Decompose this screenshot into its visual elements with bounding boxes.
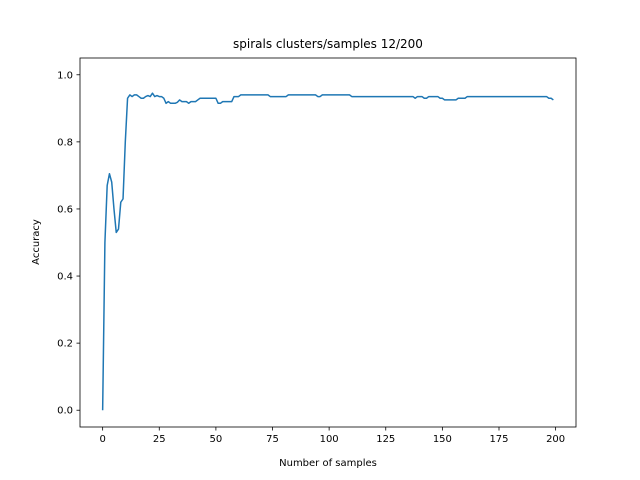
x-tick-label: 50 xyxy=(210,434,223,445)
y-axis-label: Accuracy xyxy=(31,219,42,265)
x-tick-label: 175 xyxy=(489,434,508,445)
plot-area xyxy=(101,92,554,411)
x-axis: 0 25 50 75 100 125 150 175 200 xyxy=(99,427,565,445)
y-tick-label: 0.6 xyxy=(57,204,73,215)
x-tick-label: 100 xyxy=(320,434,339,445)
y-tick-label: 0.4 xyxy=(57,272,73,283)
axes-frame xyxy=(79,57,577,428)
series-line-0 xyxy=(101,92,554,411)
x-tick-label: 25 xyxy=(153,434,166,445)
x-tick-label: 75 xyxy=(266,434,279,445)
y-tick-label: 1.0 xyxy=(57,70,73,81)
chart-title: spirals clusters/samples 12/200 xyxy=(233,37,423,51)
x-tick-label: 125 xyxy=(376,434,395,445)
x-tick-label: 200 xyxy=(546,434,565,445)
y-tick-label: 0.2 xyxy=(57,339,73,350)
y-tick-label: 0.0 xyxy=(57,406,73,417)
x-axis-label: Number of samples xyxy=(279,458,377,469)
y-tick-label: 0.8 xyxy=(57,137,73,148)
x-tick-label: 0 xyxy=(99,434,105,445)
x-tick-label: 150 xyxy=(433,434,452,445)
y-axis: 0.0 0.2 0.4 0.6 0.8 1.0 xyxy=(57,70,80,417)
